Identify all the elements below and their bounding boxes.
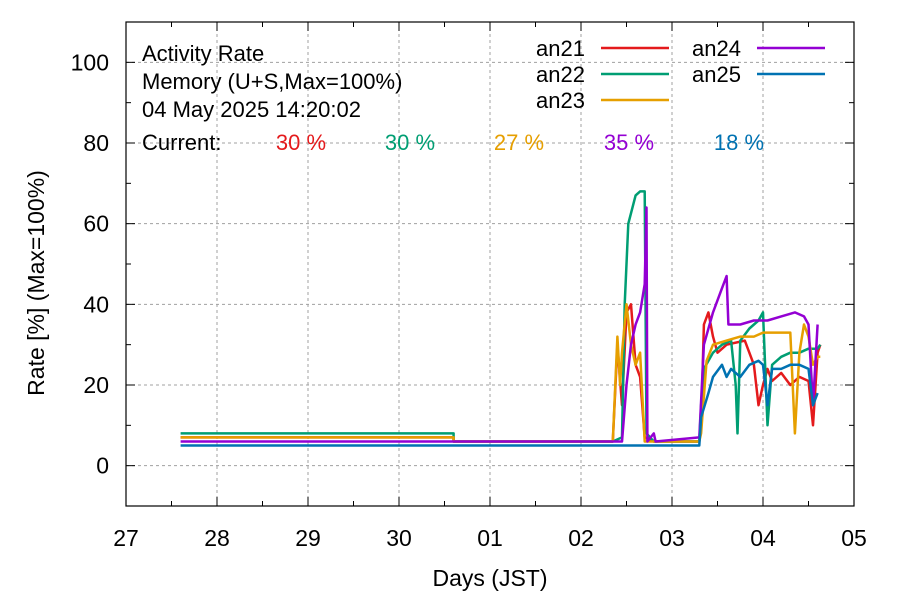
current-values: 30 % 30 % 27 % 35 % 18 % bbox=[276, 130, 764, 155]
legend-label-an21: an21 bbox=[536, 36, 585, 61]
grid-lines bbox=[126, 22, 854, 506]
y-tick-label: 60 bbox=[83, 211, 109, 237]
chart-timestamp: 04 May 2025 14:20:02 bbox=[142, 97, 361, 122]
x-tick-label: 27 bbox=[113, 525, 139, 551]
x-tick-label: 29 bbox=[295, 525, 321, 551]
series-line-an22 bbox=[180, 190, 822, 443]
x-tick-label: 05 bbox=[841, 525, 867, 551]
current-value-an22: 30 % bbox=[385, 130, 435, 155]
y-tick-label: 100 bbox=[71, 49, 109, 75]
current-value-an21: 30 % bbox=[276, 130, 326, 155]
x-tick-label: 02 bbox=[568, 525, 594, 551]
series-lines bbox=[180, 190, 822, 447]
chart-subtitle: Memory (U+S,Max=100%) bbox=[142, 69, 402, 94]
x-tick-label: 03 bbox=[659, 525, 685, 551]
legend-label-an23: an23 bbox=[536, 88, 585, 113]
current-value-an24: 35 % bbox=[604, 130, 654, 155]
series-line-an25 bbox=[180, 359, 819, 447]
y-tick-label: 80 bbox=[83, 130, 109, 156]
x-tick-label: 30 bbox=[386, 525, 412, 551]
series-line-an23 bbox=[180, 303, 821, 443]
axis-ticks bbox=[125, 21, 855, 507]
y-tick-label: 0 bbox=[96, 453, 109, 479]
y-axis-title: Rate [%] (Max=100%) bbox=[23, 170, 49, 396]
series-line-an24 bbox=[180, 206, 819, 443]
chart-title: Activity Rate bbox=[142, 41, 264, 66]
legend-label-an24: an24 bbox=[692, 36, 741, 61]
current-value-an25: 18 % bbox=[714, 130, 764, 155]
legend-label-an22: an22 bbox=[536, 62, 585, 87]
x-tick-label: 01 bbox=[477, 525, 503, 551]
y-tick-label: 40 bbox=[83, 291, 109, 317]
current-value-an23: 27 % bbox=[494, 130, 544, 155]
x-axis-title: Days (JST) bbox=[433, 565, 548, 591]
x-tick-label: 28 bbox=[204, 525, 230, 551]
x-tick-label: 04 bbox=[750, 525, 776, 551]
y-tick-label: 20 bbox=[83, 372, 109, 398]
chart-header: Activity Rate Memory (U+S,Max=100%) 04 M… bbox=[142, 41, 402, 155]
tick-labels: 0 20 40 60 80 100 27 28 29 30 01 02 03 04 05 bbox=[71, 49, 867, 551]
current-label: Current: bbox=[142, 130, 221, 155]
legend-label-an25: an25 bbox=[692, 62, 741, 87]
